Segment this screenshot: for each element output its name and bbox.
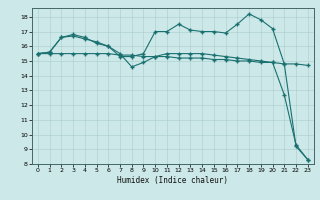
X-axis label: Humidex (Indice chaleur): Humidex (Indice chaleur) <box>117 176 228 185</box>
